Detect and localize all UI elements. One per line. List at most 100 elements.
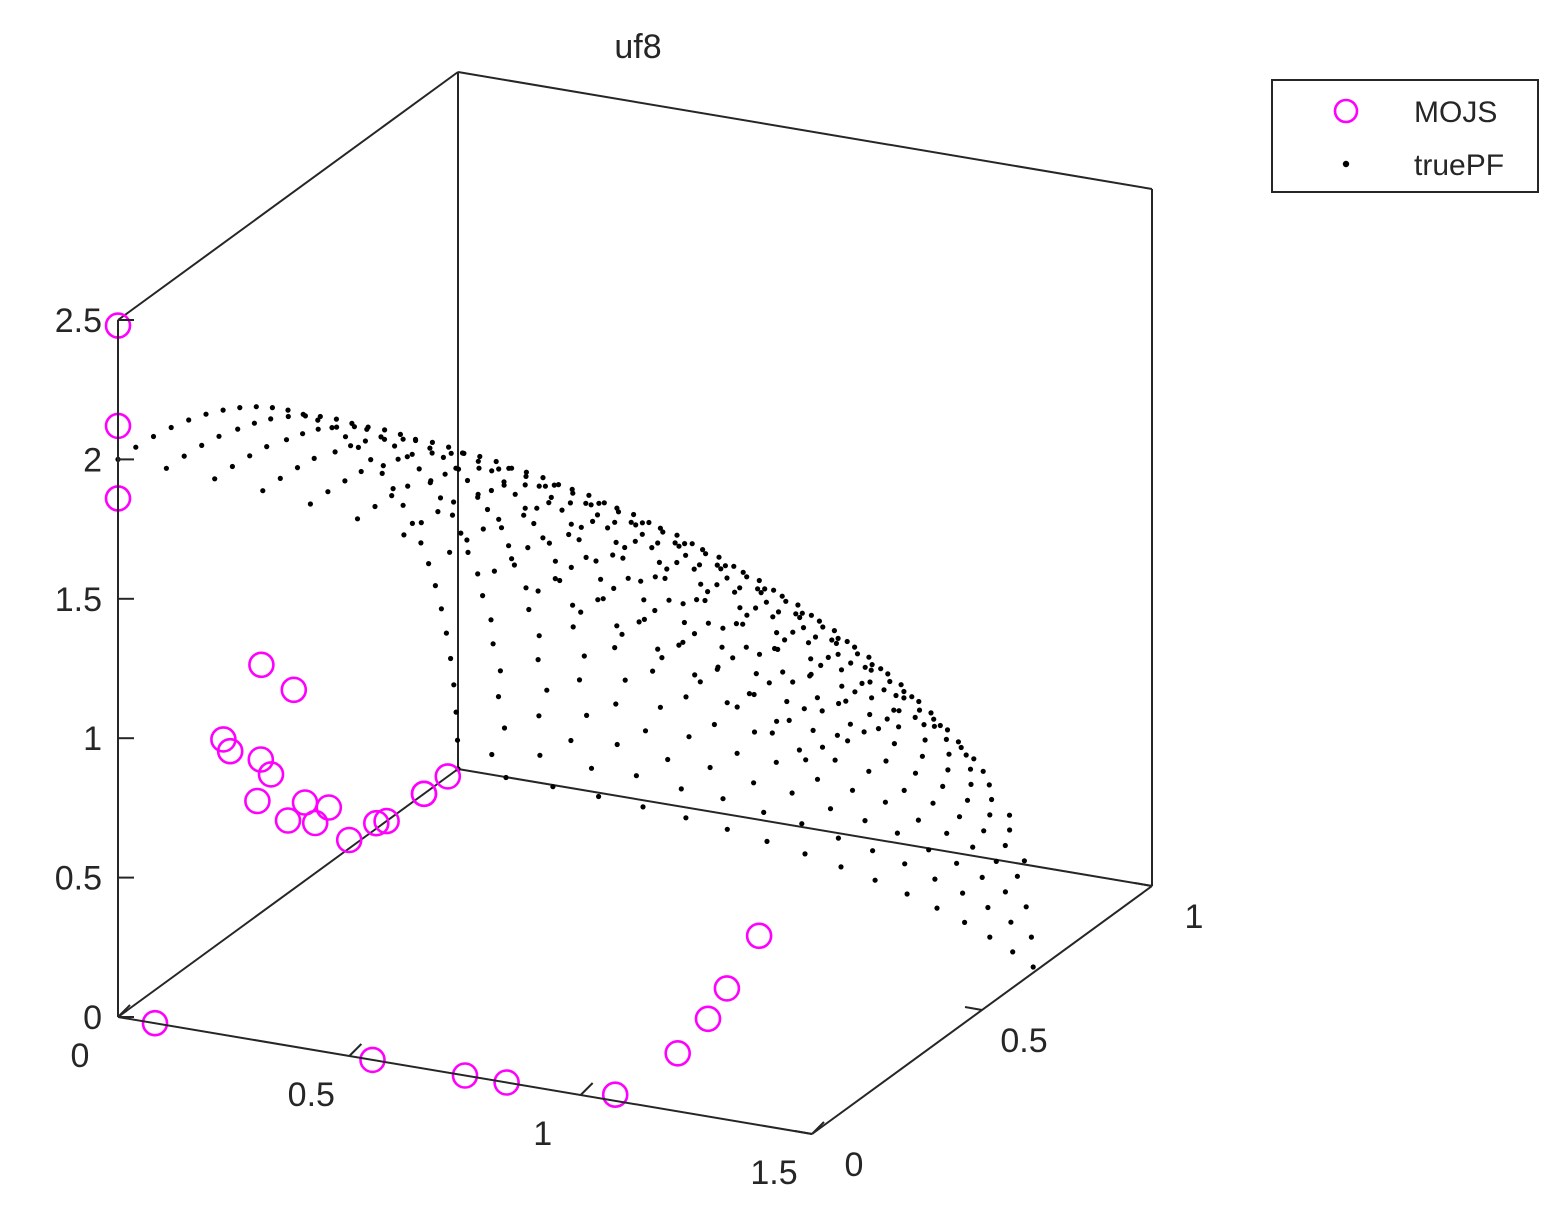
truepf-point — [586, 492, 592, 498]
truepf-point — [542, 483, 549, 489]
truepf-point — [898, 682, 904, 688]
truepf-point — [531, 520, 537, 527]
truepf-point — [751, 780, 757, 786]
truepf-point — [264, 444, 270, 450]
truepf-point — [963, 752, 969, 758]
truepf-point — [867, 679, 873, 685]
truepf-point — [568, 564, 574, 571]
truepf-point — [569, 486, 575, 492]
truepf-point — [523, 473, 529, 479]
truepf-point — [980, 768, 986, 774]
truepf-point — [960, 890, 966, 896]
truepf-point — [700, 547, 706, 553]
truepf-point — [428, 478, 434, 484]
truepf-point — [896, 724, 902, 730]
truepf-point — [845, 738, 851, 744]
truepf-point — [523, 469, 530, 475]
truepf-point — [940, 783, 946, 790]
truepf-point — [576, 537, 582, 543]
truepf-point — [620, 555, 626, 561]
truepf-point — [683, 815, 689, 821]
mojs-point — [451, 1062, 479, 1089]
truepf-point — [566, 531, 572, 538]
axes-box-back — [117, 71, 1153, 1018]
truepf-point — [612, 645, 618, 651]
truepf-point — [896, 708, 902, 714]
truepf-point — [784, 698, 790, 705]
truepf-point — [827, 806, 834, 812]
truepf-point — [641, 616, 648, 623]
truepf-point — [771, 587, 777, 593]
truepf-point — [751, 691, 757, 698]
truepf-point — [808, 612, 815, 618]
truepf-point — [683, 552, 689, 558]
truepf-point — [691, 631, 698, 637]
truepf-point — [652, 607, 658, 614]
truepf-point — [380, 463, 386, 469]
x-axis-line — [117, 1016, 813, 1135]
truepf-point — [655, 540, 661, 546]
truepf-point — [664, 566, 670, 572]
truepf-point — [764, 838, 770, 845]
truepf-point — [753, 605, 759, 611]
truepf-point — [570, 624, 576, 630]
truepf-point — [861, 729, 867, 735]
mojs-point — [301, 809, 329, 837]
truepf-point — [622, 544, 628, 551]
x-tick-label: 0 — [71, 1037, 90, 1075]
truepf-point — [484, 506, 491, 513]
truepf-point — [595, 597, 601, 603]
truepf-point — [986, 782, 992, 788]
truepf-point — [878, 666, 884, 672]
truepf-point — [970, 844, 976, 850]
truepf-point — [829, 637, 835, 643]
truepf-point — [506, 543, 512, 549]
truepf-point — [993, 858, 999, 865]
truepf-point — [358, 468, 364, 475]
truepf-point — [540, 475, 546, 481]
truepf-point — [707, 764, 713, 771]
truepf-point — [689, 541, 695, 547]
truepf-point — [734, 704, 740, 710]
truepf-point — [400, 502, 406, 508]
truepf-point — [342, 434, 349, 440]
truepf-point — [404, 454, 410, 460]
truepf-point — [493, 458, 499, 465]
x-tick-label: 1.5 — [750, 1154, 797, 1192]
z-tick-label: 2 — [83, 441, 102, 479]
truepf-point — [448, 655, 454, 662]
truepf-point — [731, 563, 737, 569]
truepf-point — [435, 509, 441, 515]
truepf-point — [522, 482, 528, 488]
truepf-point — [680, 601, 686, 607]
truepf-point — [317, 413, 323, 420]
z-tick-label: 2.5 — [55, 302, 102, 340]
truepf-point — [774, 630, 780, 636]
mojs-point — [373, 807, 400, 835]
truepf-point — [311, 455, 317, 461]
truepf-point — [497, 668, 503, 674]
truepf-point — [489, 751, 495, 758]
truepf-point — [509, 556, 515, 562]
x-tick — [117, 1004, 131, 1018]
truepf-point — [835, 835, 842, 841]
truepf-point — [720, 796, 726, 802]
truepf-point — [652, 574, 658, 580]
y-tick — [1134, 882, 1153, 887]
truepf-point — [400, 436, 406, 442]
truepf-point — [756, 577, 762, 584]
truepf-point — [372, 503, 378, 510]
truepf-point — [665, 756, 671, 763]
truepf-point — [862, 664, 868, 670]
truepf-point — [657, 525, 664, 531]
truepf-point — [931, 716, 937, 722]
truepf-point — [1021, 858, 1027, 864]
truepf-point — [883, 758, 889, 764]
truepf-point — [714, 562, 720, 568]
truepf-point — [382, 427, 388, 433]
truepf-point — [442, 471, 448, 477]
truepf-point — [928, 710, 934, 716]
legend-marker-truepf — [1342, 160, 1350, 168]
mojs-series — [104, 312, 773, 1108]
truepf-point — [544, 687, 550, 693]
